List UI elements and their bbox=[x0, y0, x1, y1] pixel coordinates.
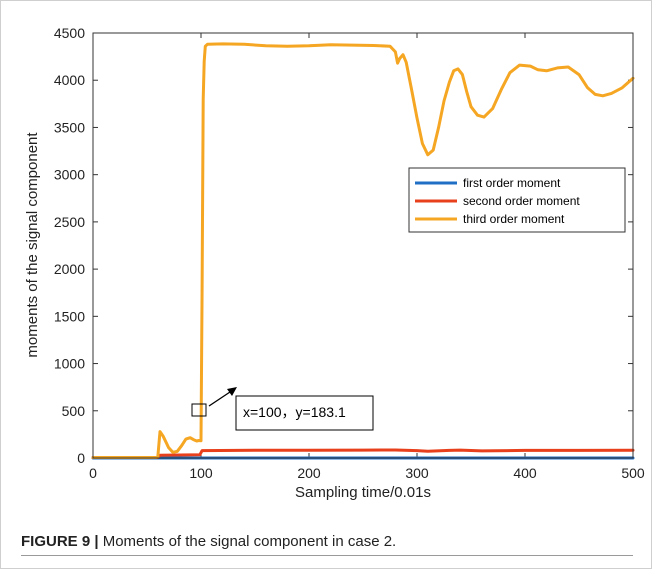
data-tip-arrow-head bbox=[227, 387, 237, 396]
legend-label-first: first order moment bbox=[463, 176, 561, 190]
plot-frame bbox=[92, 32, 634, 459]
caption-divider bbox=[21, 555, 633, 556]
series-second-order-moment bbox=[91, 448, 635, 459]
data-tip-text: x=100，y=183.1 bbox=[243, 404, 346, 420]
figure-caption: FIGURE 9 | Moments of the signal compone… bbox=[21, 533, 396, 550]
y-tick-label: 2000 bbox=[54, 261, 85, 277]
y-tick-label: 2500 bbox=[54, 214, 85, 230]
x-tick-label: 400 bbox=[513, 465, 537, 481]
data-tip-box bbox=[235, 395, 374, 431]
y-axis-ticks: 0 500 1000 1500 2000 2500 3000 3500 4000 4500 bbox=[54, 25, 633, 466]
legend: first order moment second order moment t… bbox=[408, 167, 626, 233]
x-tick-label: 300 bbox=[405, 465, 429, 481]
y-tick-label: 3000 bbox=[54, 167, 85, 183]
legend-label-second: second order moment bbox=[463, 194, 580, 208]
y-tick-label: 500 bbox=[62, 403, 86, 419]
x-axis-label: Sampling time/0.01s bbox=[295, 484, 431, 501]
y-axis-label: moments of the signal component bbox=[24, 132, 41, 358]
y-tick-label: 1500 bbox=[54, 308, 85, 324]
y-tick-label: 0 bbox=[77, 450, 85, 466]
data-tip-marker bbox=[191, 403, 207, 417]
series-third-order-moment bbox=[91, 42, 635, 459]
legend-label-third: third order moment bbox=[463, 212, 565, 226]
y-tick-label: 3500 bbox=[54, 119, 85, 135]
x-tick-label: 200 bbox=[297, 465, 321, 481]
x-tick-label: 100 bbox=[189, 465, 213, 481]
data-tip: x=100，y=183.1 bbox=[191, 387, 374, 431]
caption-text: Moments of the signal component in case … bbox=[98, 533, 397, 550]
y-tick-label: 4500 bbox=[54, 25, 85, 41]
y-tick-label: 1000 bbox=[54, 356, 85, 372]
x-tick-label: 0 bbox=[89, 465, 97, 481]
plot-area bbox=[93, 33, 633, 458]
x-axis-ticks: 0 100 200 300 400 500 bbox=[89, 33, 645, 481]
figure-number: FIGURE 9 | bbox=[21, 533, 99, 550]
y-tick-label: 4000 bbox=[54, 72, 85, 88]
data-tip-arrow-line bbox=[208, 391, 231, 407]
x-tick-label: 500 bbox=[621, 465, 645, 481]
